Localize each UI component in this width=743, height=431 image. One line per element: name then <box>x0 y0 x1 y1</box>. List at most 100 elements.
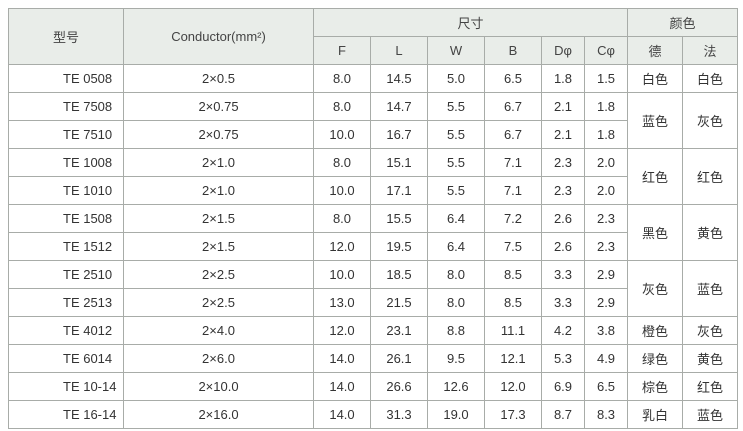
dimension-cell: 8.5 <box>484 260 542 289</box>
dimension-cell: 2.0 <box>583 148 629 177</box>
spec-table: 型号 Conductor(mm²) 尺寸 颜色 F L W B Dφ Cφ 德法 TE 05… <box>8 8 739 429</box>
table-row: TE 7510 2×0.75 10.0 16.7 5.5 6.7 2.1 1.8 <box>8 120 738 149</box>
color-cell: 黄色 <box>682 204 739 261</box>
table-row: TE 6014 2×6.0 14.0 26.1 9.5 12.1 5.3 4.9 绿色 黄色 <box>8 344 739 373</box>
dimension-cell: 19.5 <box>370 232 428 261</box>
color-cell: 灰色 <box>682 316 739 345</box>
dimension-cell: 2.1 <box>541 120 585 149</box>
dimension-cell: 1.5 <box>583 64 629 93</box>
model-cell: TE 2513 <box>8 288 124 317</box>
header-cell: 尺寸 <box>312 8 629 37</box>
dimension-cell: 8.0 <box>427 288 485 317</box>
color-cell: 橙色 <box>627 316 684 345</box>
header-cell: F <box>313 36 371 65</box>
conductor-cell: 2×0.75 <box>123 92 314 121</box>
dimension-cell: 8.7 <box>541 400 585 429</box>
table-row: TE 2513 2×2.5 13.0 21.5 8.0 8.5 3.3 2.9 <box>8 288 738 317</box>
color-cell: 乳白 <box>627 400 684 429</box>
dimension-cell: 18.5 <box>370 260 428 289</box>
color-cell: 绿色 <box>627 344 684 373</box>
dimension-cell: 8.3 <box>583 400 629 429</box>
table-head: 型号 Conductor(mm²) 尺寸 颜色 F L W B Dφ Cφ 德法 <box>8 8 739 65</box>
header-cell: B <box>484 36 542 65</box>
dimension-cell: 5.0 <box>427 64 485 93</box>
dimension-cell: 31.3 <box>370 400 428 429</box>
dimension-cell: 7.1 <box>484 148 542 177</box>
table-row: TE 1508 2×1.5 8.0 15.5 6.4 7.2 2.6 2.3 黑色 黄色 <box>8 204 739 261</box>
color-cell: 蓝色 <box>627 92 684 149</box>
dimension-cell: 2.6 <box>541 232 585 261</box>
dimension-cell: 6.9 <box>541 372 585 401</box>
dimension-cell: 5.5 <box>427 92 485 121</box>
table-row: TE 10-14 2×10.0 14.0 26.6 12.6 12.0 6.9 6.5 棕色 红色 <box>8 372 739 401</box>
table-row: TE 4012 2×4.0 12.0 23.1 8.8 11.1 4.2 3.8 橙色 灰色 <box>8 316 739 345</box>
dimension-cell: 2.9 <box>583 260 629 289</box>
table-row: TE 1010 2×1.0 10.0 17.1 5.5 7.1 2.3 2.0 <box>8 176 738 205</box>
dimension-cell: 3.3 <box>541 260 585 289</box>
color-cell: 红色 <box>682 372 739 401</box>
dimension-cell: 21.5 <box>370 288 428 317</box>
dimension-cell: 12.1 <box>484 344 542 373</box>
model-cell: TE 2510 <box>8 260 124 289</box>
dimension-cell: 6.7 <box>484 92 542 121</box>
dimension-cell: 4.2 <box>541 316 585 345</box>
dimension-cell: 17.3 <box>484 400 542 429</box>
dimension-cell: 5.5 <box>427 148 485 177</box>
conductor-cell: 2×1.0 <box>123 148 314 177</box>
model-cell: TE 7508 <box>8 92 124 121</box>
model-cell: TE 1512 <box>8 232 124 261</box>
header-cell: Cφ <box>583 36 629 65</box>
dimension-cell: 7.1 <box>484 176 542 205</box>
header-cell: 德 <box>627 36 684 65</box>
dimension-cell: 10.0 <box>313 120 371 149</box>
dimension-cell: 9.5 <box>427 344 485 373</box>
dimension-cell: 1.8 <box>583 120 629 149</box>
header-cell: 法 <box>682 36 739 65</box>
model-cell: TE 10-14 <box>8 372 124 401</box>
dimension-cell: 26.6 <box>370 372 428 401</box>
color-cell: 蓝色 <box>682 400 739 429</box>
dimension-cell: 14.0 <box>313 344 371 373</box>
color-cell: 白色 <box>682 64 739 93</box>
color-cell: 蓝色 <box>682 260 739 317</box>
dimension-cell: 3.8 <box>583 316 629 345</box>
dimension-cell: 1.8 <box>583 92 629 121</box>
color-cell: 白色 <box>627 64 684 93</box>
dimension-cell: 2.3 <box>541 148 585 177</box>
dimension-cell: 10.0 <box>313 260 371 289</box>
model-cell: TE 4012 <box>8 316 124 345</box>
dimension-cell: 2.6 <box>541 204 585 233</box>
header-row: 型号 Conductor(mm²) 尺寸 颜色 <box>8 8 739 65</box>
color-cell: 棕色 <box>627 372 684 401</box>
header-cell: 颜色 <box>627 8 739 37</box>
header-cell: L <box>370 36 428 65</box>
dimension-cell: 6.5 <box>484 64 542 93</box>
header-cell: 型号 <box>8 8 124 65</box>
model-cell: TE 7510 <box>8 120 124 149</box>
dimension-cell: 15.5 <box>370 204 428 233</box>
dimension-cell: 12.0 <box>313 316 371 345</box>
dimension-cell: 14.0 <box>313 372 371 401</box>
conductor-cell: 2×1.5 <box>123 204 314 233</box>
color-cell: 红色 <box>627 148 684 205</box>
header-cell: W <box>427 36 485 65</box>
dimension-cell: 19.0 <box>427 400 485 429</box>
dimension-cell: 8.0 <box>313 148 371 177</box>
conductor-cell: 2×16.0 <box>123 400 314 429</box>
dimension-cell: 8.8 <box>427 316 485 345</box>
dimension-cell: 2.9 <box>583 288 629 317</box>
header-cell: Conductor(mm²) <box>123 8 314 65</box>
dimension-cell: 12.0 <box>484 372 542 401</box>
conductor-cell: 2×1.0 <box>123 176 314 205</box>
conductor-cell: 2×2.5 <box>123 288 314 317</box>
color-cell: 黑色 <box>627 204 684 261</box>
dimension-cell: 5.5 <box>427 176 485 205</box>
color-cell: 灰色 <box>627 260 684 317</box>
model-cell: TE 16-14 <box>8 400 124 429</box>
conductor-cell: 2×2.5 <box>123 260 314 289</box>
conductor-cell: 2×4.0 <box>123 316 314 345</box>
dimension-cell: 5.3 <box>541 344 585 373</box>
dimension-cell: 12.0 <box>313 232 371 261</box>
dimension-cell: 26.1 <box>370 344 428 373</box>
